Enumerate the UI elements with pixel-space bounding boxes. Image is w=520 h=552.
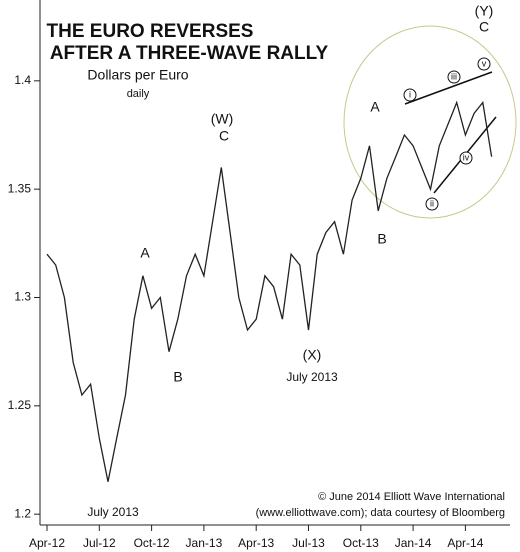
highlight-ellipse [343, 25, 517, 219]
y-tick-label: 1.2 [14, 506, 31, 520]
wave-circle [403, 88, 417, 102]
wave-label: B [377, 231, 386, 247]
y-tick-label: 1.4 [14, 73, 31, 87]
x-tick-label: Jan-14 [395, 536, 432, 550]
wave-label: (X) [303, 347, 322, 363]
wave-label: (W) [211, 111, 234, 127]
wave-label: C [219, 128, 229, 144]
x-tick-label: Jan-13 [186, 536, 223, 550]
wave-circle [447, 70, 461, 84]
y-tick-label: 1.25 [8, 398, 32, 412]
x-tick-label: Apr-14 [447, 536, 483, 550]
upper-trendline [404, 71, 493, 105]
wave-label: July 2013 [286, 370, 338, 384]
wave-circle [425, 197, 439, 211]
y-tick-label: 1.35 [8, 181, 32, 195]
chart-title: AFTER A THREE-WAVE RALLY [50, 43, 329, 64]
wave-label: C [479, 19, 489, 35]
wave-circle [459, 151, 473, 165]
x-tick-label: Jul-13 [292, 536, 325, 550]
wave-label: A [140, 245, 150, 261]
y-tick-label: 1.3 [14, 290, 31, 304]
x-tick-label: Oct-13 [343, 536, 379, 550]
wave-label: i [409, 89, 411, 99]
x-tick-label: Apr-13 [238, 536, 274, 550]
wave-label: A [370, 99, 380, 115]
wave-label: ii [430, 198, 434, 208]
wave-label: iv [463, 152, 470, 162]
chart-subtitle: daily [127, 88, 150, 100]
credit: © June 2014 Elliott Wave International [318, 491, 505, 503]
wave-label: v [482, 58, 487, 68]
chart-title: THE EURO REVERSES [47, 21, 254, 42]
wave-label: B [173, 369, 182, 385]
credit: (www.elliottwave.com); data courtesy of … [256, 507, 505, 519]
x-tick-label: Apr-12 [29, 536, 65, 550]
x-tick-label: Oct-12 [134, 536, 170, 550]
x-tick-label: Jul-12 [83, 536, 116, 550]
wave-label: (Y) [475, 3, 494, 19]
price-line [46, 100, 493, 482]
wave-circle [477, 57, 491, 71]
wave-label: iii [451, 71, 457, 81]
wave-label: July 2013 [87, 505, 139, 519]
chart-subtitle: Dollars per Euro [87, 67, 188, 83]
